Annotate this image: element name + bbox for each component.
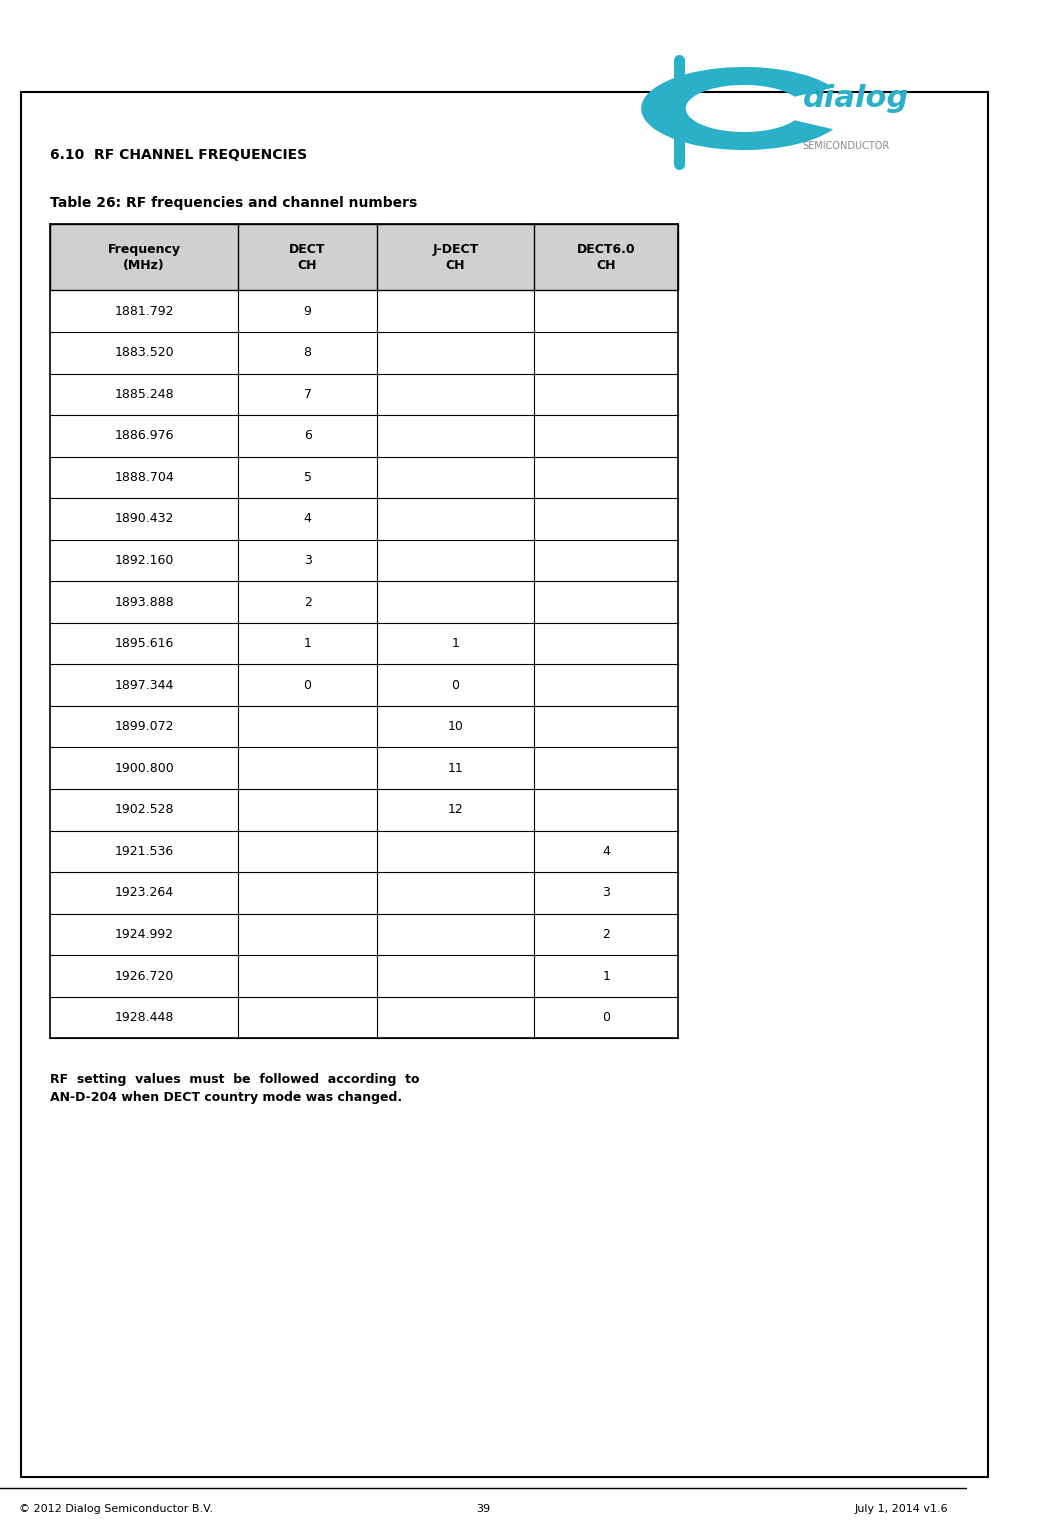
- Text: 1886.976: 1886.976: [114, 429, 174, 442]
- Text: 1885.248: 1885.248: [114, 388, 174, 400]
- Text: RF  setting  values  must  be  followed  according  to
AN-D-204 when DECT countr: RF setting values must be followed accor…: [50, 1073, 419, 1103]
- Text: 8: 8: [304, 346, 312, 359]
- Text: 2: 2: [304, 596, 312, 608]
- Text: J-DECT
CH: J-DECT CH: [433, 243, 478, 272]
- Text: 5: 5: [304, 471, 312, 483]
- Text: 6.10  RF CHANNEL FREQUENCIES: 6.10 RF CHANNEL FREQUENCIES: [50, 148, 307, 162]
- Text: Cordless Voice Module: Cordless Voice Module: [1002, 1096, 1014, 1253]
- Text: 2: 2: [602, 928, 610, 940]
- Text: dialog: dialog: [803, 85, 909, 114]
- Text: © 2012 Dialog Semiconductor B.V.: © 2012 Dialog Semiconductor B.V.: [20, 1505, 213, 1514]
- Text: 39: 39: [476, 1505, 491, 1514]
- Text: 1: 1: [602, 970, 610, 982]
- Text: 1902.528: 1902.528: [114, 803, 174, 816]
- Text: SEMICONDUCTOR: SEMICONDUCTOR: [803, 142, 889, 151]
- Text: 10: 10: [447, 720, 463, 733]
- Text: 1: 1: [304, 637, 312, 649]
- Text: 4: 4: [602, 845, 610, 857]
- Text: 9: 9: [304, 305, 312, 317]
- Text: Frequency
(MHz): Frequency (MHz): [107, 243, 181, 272]
- Text: 4: 4: [304, 512, 312, 525]
- Wedge shape: [641, 68, 833, 149]
- Text: 11: 11: [447, 762, 463, 774]
- Text: 1921.536: 1921.536: [114, 845, 174, 857]
- Text: July 1, 2014 v1.6: July 1, 2014 v1.6: [854, 1505, 947, 1514]
- Text: 0: 0: [602, 1011, 610, 1023]
- Text: 6: 6: [304, 429, 312, 442]
- Text: DECT
CH: DECT CH: [289, 243, 326, 272]
- Bar: [50, 225, 678, 291]
- Text: 0: 0: [304, 679, 312, 691]
- Text: 1899.072: 1899.072: [114, 720, 174, 733]
- Text: 3: 3: [304, 554, 312, 566]
- Text: 7: 7: [304, 388, 312, 400]
- Text: 1928.448: 1928.448: [114, 1011, 174, 1023]
- Text: 1926.720: 1926.720: [114, 970, 174, 982]
- Text: SC14CVMDECT SF: SC14CVMDECT SF: [1002, 302, 1014, 426]
- Text: 1890.432: 1890.432: [114, 512, 174, 525]
- Text: 0: 0: [451, 679, 460, 691]
- Text: 1897.344: 1897.344: [114, 679, 174, 691]
- Text: 1883.520: 1883.520: [114, 346, 174, 359]
- Text: DECT6.0
CH: DECT6.0 CH: [577, 243, 635, 272]
- Text: 1923.264: 1923.264: [114, 886, 174, 899]
- Text: 1924.992: 1924.992: [114, 928, 174, 940]
- Text: 1900.800: 1900.800: [114, 762, 174, 774]
- Text: Table 26: RF frequencies and channel numbers: Table 26: RF frequencies and channel num…: [50, 195, 417, 211]
- Text: 1893.888: 1893.888: [114, 596, 174, 608]
- Text: 1881.792: 1881.792: [114, 305, 174, 317]
- Text: 12: 12: [447, 803, 463, 816]
- Text: 1895.616: 1895.616: [114, 637, 174, 649]
- Text: 3: 3: [602, 886, 610, 899]
- Text: 1892.160: 1892.160: [114, 554, 174, 566]
- Text: 1888.704: 1888.704: [114, 471, 174, 483]
- Text: 1: 1: [451, 637, 460, 649]
